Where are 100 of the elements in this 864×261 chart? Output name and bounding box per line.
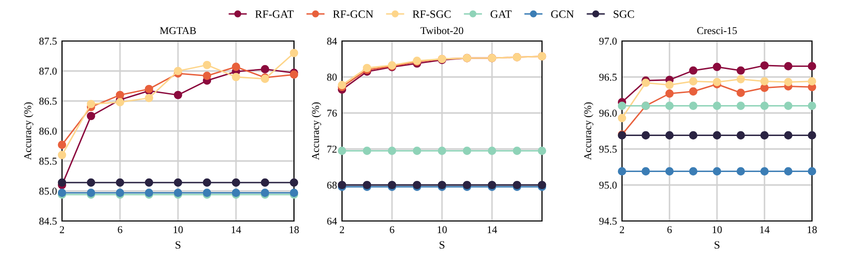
point [665,102,674,110]
point [808,62,816,70]
y-tick-label: 97.0 [599,38,617,45]
x-tick-label: 6 [667,226,672,234]
point [618,167,626,176]
point [784,78,792,86]
y-tick-label: 87.0 [39,68,57,75]
point [362,146,372,155]
point [642,131,650,140]
point [665,131,674,140]
point [760,84,769,92]
point [689,87,698,96]
x-tick-label: 6 [118,226,122,234]
x-tick-label: 14 [232,226,242,234]
point [784,102,792,110]
y-tick-label: 84 [327,38,337,45]
x-tick-label: 18 [290,226,299,234]
point [412,146,422,155]
point [144,178,154,187]
x-tick-label: 10 [438,226,447,234]
x-tick-label: 14 [488,226,498,234]
y-tick-label: 85.5 [39,158,57,165]
point [808,131,816,140]
chart-title: Twibot-20 [420,26,464,34]
legend-label: RF-GCN [333,10,374,18]
legend-label: RF-SGC [412,10,451,18]
y-tick-label: 87.5 [39,38,57,45]
point [202,178,212,187]
point [462,146,472,155]
point [689,131,698,140]
point [618,102,626,110]
y-tick-label: 80 [327,74,337,81]
point [784,62,792,70]
x-tick-label: 14 [760,226,770,234]
y-tick-label: 95.0 [599,182,617,189]
x-tick-label: 2 [60,226,64,234]
y-axis-title: Accuracy (%) [24,102,34,160]
chart-title: MGTAB [160,27,196,34]
point [202,72,212,80]
point [689,102,698,110]
y-tick-label: 96.0 [599,110,617,117]
point [689,66,698,75]
y-axis-title: Accuracy (%) [312,102,322,160]
point [736,66,745,75]
y-tick-label: 94.5 [599,218,617,225]
point [488,146,496,155]
x-tick-label: 2 [620,226,624,234]
point [736,74,745,84]
y-axis-title: Accuracy (%) [584,102,594,160]
legend-label: GCN [551,10,574,18]
point [712,167,722,176]
point [58,178,66,187]
y-tick-label: 84.5 [39,218,57,225]
point [86,112,96,120]
point [665,89,674,98]
point [116,178,124,187]
point [260,178,270,187]
point [808,77,816,86]
x-tick-label: 18 [808,226,817,234]
point [784,167,792,176]
point [665,167,674,176]
point [736,102,745,110]
point [58,150,66,160]
point [538,146,546,155]
point [808,102,816,110]
x-tick-label: 2 [340,226,344,234]
x-tick-label: 10 [174,226,183,234]
point [618,114,626,122]
point [338,146,346,155]
y-tick-label: 64 [327,218,337,225]
y-tick-label: 86.5 [39,98,57,105]
x-axis-title: S [714,241,720,249]
point [290,48,298,58]
point [784,131,792,140]
y-tick-label: 86.0 [39,128,57,135]
x-axis-title: S [440,241,444,249]
point [174,178,182,187]
point [260,65,270,74]
x-tick-label: 6 [390,226,394,234]
point [144,94,154,102]
point [665,80,674,90]
chart-title: Cresci-15 [697,27,737,34]
point [116,98,124,106]
y-tick-label: 96.5 [599,74,617,81]
y-tick-label: 68 [327,182,337,189]
point [712,78,722,86]
point [712,102,722,110]
point [712,131,722,140]
point [760,167,769,176]
point [290,178,298,187]
point [760,102,769,110]
point [760,77,769,86]
point [174,66,182,76]
point [760,61,769,70]
point [642,78,650,87]
point [760,131,769,140]
point [438,146,446,155]
point [388,146,396,155]
y-tick-label: 76 [327,110,337,117]
point [232,178,240,187]
